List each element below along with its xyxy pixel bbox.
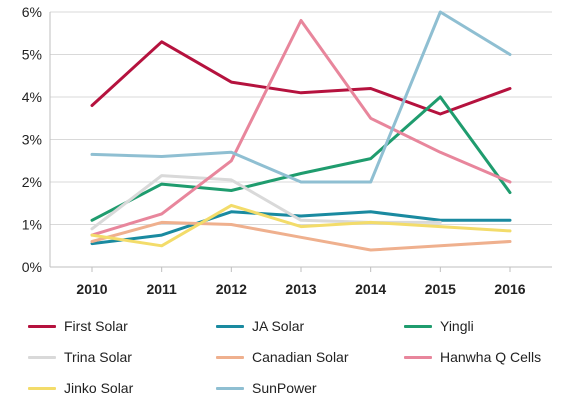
legend-swatch bbox=[28, 324, 56, 328]
legend-swatch bbox=[404, 355, 432, 359]
y-tick-label: 3% bbox=[22, 132, 42, 148]
x-axis-ticks: 2010 2011 2012 2013 2014 2015 2016 bbox=[76, 267, 526, 297]
legend-label: First Solar bbox=[64, 318, 128, 334]
series-line-ja-solar bbox=[90, 210, 512, 246]
legend-item: Yingli bbox=[404, 318, 474, 334]
legend-label: Jinko Solar bbox=[64, 380, 134, 396]
y-tick-label: 6% bbox=[22, 4, 42, 20]
legend-item: First Solar bbox=[28, 318, 128, 334]
x-tick-label: 2010 bbox=[76, 281, 107, 297]
x-tick-label: 2012 bbox=[216, 281, 247, 297]
y-tick-label: 1% bbox=[22, 217, 42, 233]
x-tick-label: 2014 bbox=[355, 281, 386, 297]
legend-swatch bbox=[216, 355, 244, 359]
legend-label: JA Solar bbox=[252, 318, 305, 334]
legend-label: Hanwha Q Cells bbox=[440, 349, 542, 365]
legend-item: SunPower bbox=[216, 380, 317, 396]
legend-swatch bbox=[216, 386, 244, 390]
legend-item: Trina Solar bbox=[28, 349, 132, 365]
series-line-trina-solar bbox=[90, 174, 442, 231]
legend-label: SunPower bbox=[252, 380, 317, 396]
y-tick-label: 4% bbox=[22, 89, 42, 105]
y-tick-label: 0% bbox=[22, 259, 42, 275]
series-line-sunpower bbox=[90, 10, 512, 184]
series-line-first-solar bbox=[90, 40, 512, 116]
series-line-jinko-solar bbox=[90, 203, 512, 248]
series-line-canadian-solar bbox=[90, 220, 512, 252]
legend-label: Yingli bbox=[440, 318, 474, 334]
y-axis-ticks: 0% 1% 2% 3% 4% 5% 6% bbox=[22, 4, 42, 275]
series-lines bbox=[90, 10, 512, 252]
legend-swatch bbox=[404, 324, 432, 328]
legend-item: Hanwha Q Cells bbox=[404, 349, 541, 365]
series-line-yingli bbox=[90, 95, 512, 222]
series-line-hanwha-q-cells bbox=[90, 19, 512, 237]
legend-label: Canadian Solar bbox=[252, 349, 349, 365]
y-tick-label: 5% bbox=[22, 47, 42, 63]
x-tick-label: 2015 bbox=[425, 281, 456, 297]
legend-item: Canadian Solar bbox=[216, 349, 349, 365]
x-tick-label: 2016 bbox=[494, 281, 525, 297]
x-tick-label: 2013 bbox=[285, 281, 316, 297]
legend-item: JA Solar bbox=[216, 318, 304, 334]
x-tick-label: 2011 bbox=[146, 281, 177, 297]
line-chart: 0%1%2%3%4%5%6% 2010 2011 2012 2013 2014 2015 2… bbox=[22, 4, 552, 297]
legend-swatch bbox=[28, 355, 56, 359]
legend-item: Jinko Solar bbox=[28, 380, 133, 396]
legend-swatch bbox=[216, 324, 244, 328]
y-tick-label: 2% bbox=[22, 174, 42, 190]
legend-swatch bbox=[28, 386, 56, 390]
legend-label: Trina Solar bbox=[64, 349, 132, 365]
